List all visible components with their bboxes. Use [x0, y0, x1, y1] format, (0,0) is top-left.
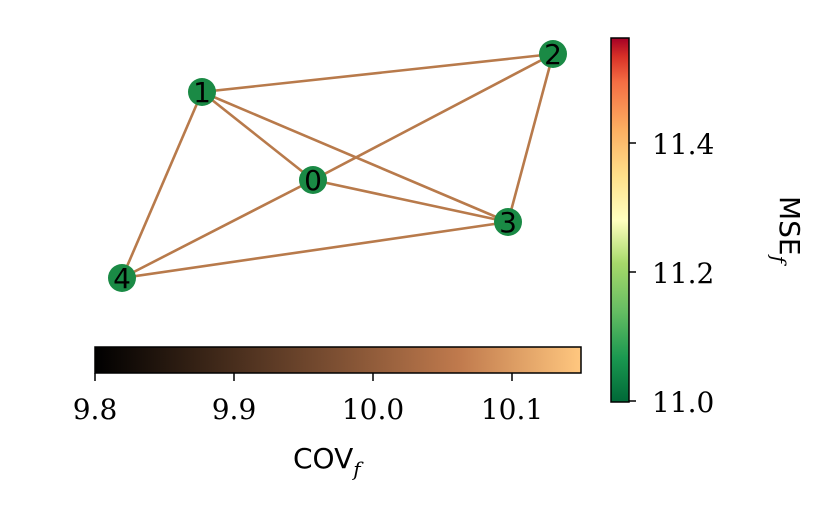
mse-colorbar-gradient	[610, 37, 630, 403]
cov-axis-label-sub: f	[351, 457, 364, 481]
graph-edge-1-2	[201, 52, 554, 94]
cov-tick-label: 9.9	[212, 393, 257, 426]
graph-edge-0-4	[121, 178, 314, 280]
graph-node-label-2: 2	[544, 38, 562, 71]
graph-node-label-4: 4	[113, 262, 131, 295]
cov-tick-label: 10.1	[481, 393, 543, 426]
mse-axis-label-main: MSE	[773, 196, 806, 256]
cov-tick-label: 10.0	[342, 393, 404, 426]
graph-edge-1-0	[201, 90, 314, 182]
graph-node-2	[539, 40, 567, 68]
graph-edge-0-3	[312, 178, 509, 224]
graph-node-0	[299, 166, 327, 194]
graph-node-label-3: 3	[499, 206, 517, 239]
graph-edge-2-3	[506, 53, 555, 223]
cov-colorbar-gradient	[94, 346, 582, 374]
graph-edge-2-0	[312, 52, 554, 182]
mse-colorbar: 11.0 11.2 11.4 MSEf	[610, 37, 806, 419]
mse-tick-label: 11.2	[652, 257, 714, 290]
graph-edge-1-4	[120, 91, 204, 279]
mse-axis-label-sub: f	[767, 254, 791, 267]
graph-node-label-1: 1	[193, 76, 211, 109]
cov-axis-label-main: COV	[293, 442, 353, 475]
graph-node-3	[494, 208, 522, 236]
mse-axis-label: MSEf	[767, 196, 806, 267]
graph-node-1	[188, 78, 216, 106]
mse-tick-label: 11.4	[652, 128, 714, 161]
graph-nodes: 0 1 2 3 4	[108, 38, 567, 295]
cov-colorbar: 9.8 9.9 10.0 10.1 COVf	[73, 346, 582, 481]
graph-node-4	[108, 264, 136, 292]
mse-tick-label: 11.0	[652, 386, 714, 419]
graph-edges	[120, 52, 555, 280]
graph-edge-3-4	[121, 220, 509, 280]
graph-node-label-0: 0	[304, 164, 322, 197]
cov-axis-label: COVf	[293, 442, 364, 481]
cov-tick-label: 9.8	[73, 393, 118, 426]
